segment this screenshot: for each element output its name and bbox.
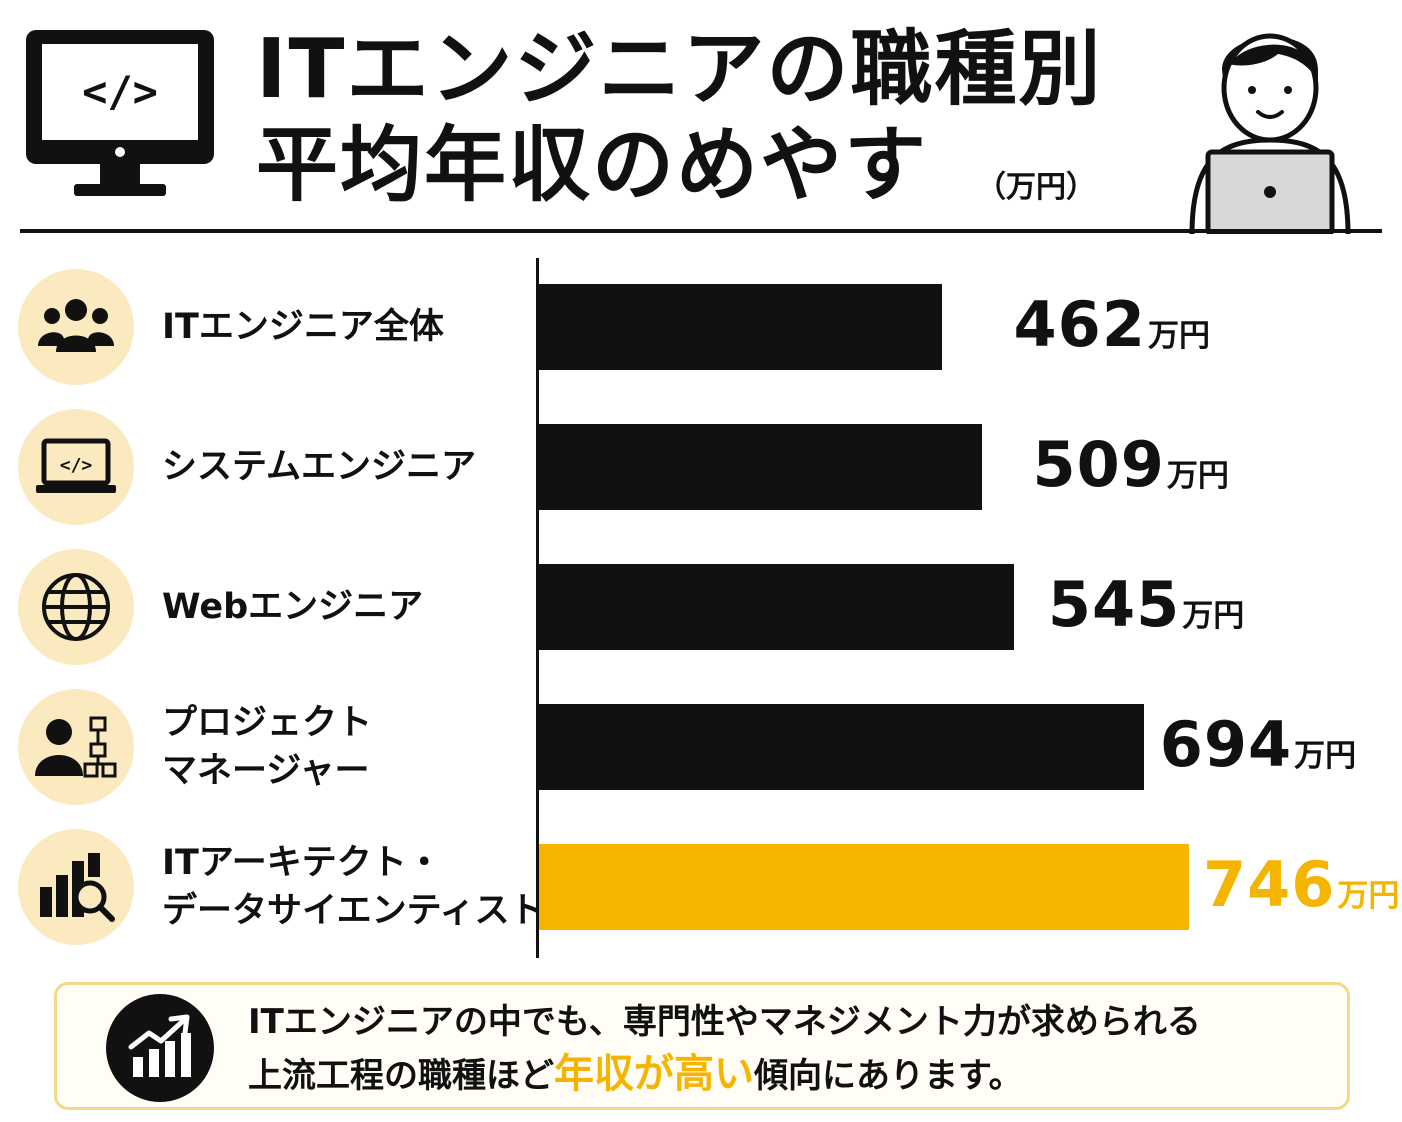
value-unit: 万円 xyxy=(1182,598,1245,634)
value-unit: 万円 xyxy=(1294,738,1357,774)
summary-note-text: ITエンジニアの中でも、専門性やマネジメント力が求められる 上流工程の職種ほど年… xyxy=(248,996,1201,1102)
category-label: ITアーキテクト・データサイエンティスト xyxy=(162,839,545,935)
monitor-code-icon: </> xyxy=(26,30,214,196)
bar xyxy=(539,844,1189,930)
value-label: 694万円 xyxy=(1160,708,1356,781)
summary-emphasis: 年収が高い xyxy=(554,1051,754,1097)
summary-line-2-before: 上流工程の職種ほど xyxy=(248,1056,554,1096)
bar xyxy=(539,564,1014,650)
category-label: プロジェクト マネージャー xyxy=(162,699,372,795)
laptop-code-icon: </> xyxy=(18,409,134,525)
bar xyxy=(539,704,1144,790)
value-label: 509万円 xyxy=(1032,428,1228,501)
category-label-line: システムエンジニア xyxy=(162,447,476,487)
value-number: 509 xyxy=(1032,428,1165,501)
globe-icon xyxy=(18,549,134,665)
bar xyxy=(539,284,942,370)
value-unit: 万円 xyxy=(1147,318,1210,354)
unit-label: （万円） xyxy=(976,170,1096,205)
value-label: 462万円 xyxy=(1014,288,1210,361)
category-label: Webエンジニア xyxy=(162,583,423,631)
chart-magnifier-icon xyxy=(18,829,134,945)
chart-axis-line xyxy=(536,258,539,958)
header-divider xyxy=(20,229,1382,233)
category-label-line: プロジェクト xyxy=(162,703,373,743)
category-label: システムエンジニア xyxy=(162,443,476,491)
category-label: ITエンジニア全体 xyxy=(162,303,444,351)
value-unit: 万円 xyxy=(1166,458,1229,494)
value-unit: 万円 xyxy=(1337,878,1400,914)
category-label-line: データサイエンティスト xyxy=(162,891,545,931)
bar xyxy=(539,424,983,510)
person-laptop-icon xyxy=(1189,33,1351,234)
value-label: 746万円 xyxy=(1203,848,1399,921)
category-label-line: Webエンジニア xyxy=(162,587,424,627)
summary-note-box xyxy=(54,982,1350,1110)
value-number: 462 xyxy=(1013,288,1146,361)
page-title-line2: 平均年収のめやす xyxy=(256,118,929,213)
manager-org-icon xyxy=(18,689,134,805)
summary-line-2: 上流工程の職種ほど年収が高い傾向にあります。 xyxy=(248,1048,1201,1102)
monitor-code-text: </> xyxy=(82,67,158,116)
page-title-line1: ITエンジニアの職種別 xyxy=(256,22,1103,117)
category-label-line: ITエンジニア全体 xyxy=(162,307,444,347)
value-label: 545万円 xyxy=(1048,568,1244,641)
people-group-icon xyxy=(18,269,134,385)
growth-chart-icon xyxy=(106,994,214,1102)
summary-line-2-after: 傾向にあります。 xyxy=(754,1056,1023,1096)
value-number: 746 xyxy=(1203,848,1336,921)
value-number: 545 xyxy=(1047,568,1181,641)
value-number: 694 xyxy=(1159,708,1293,781)
svg-text:</>: </> xyxy=(60,455,93,476)
summary-line-1: ITエンジニアの中でも、専門性やマネジメント力が求められる xyxy=(248,1002,1201,1042)
category-label-line: ITアーキテクト・ xyxy=(162,843,442,883)
category-label-line: マネージャー xyxy=(162,751,370,791)
